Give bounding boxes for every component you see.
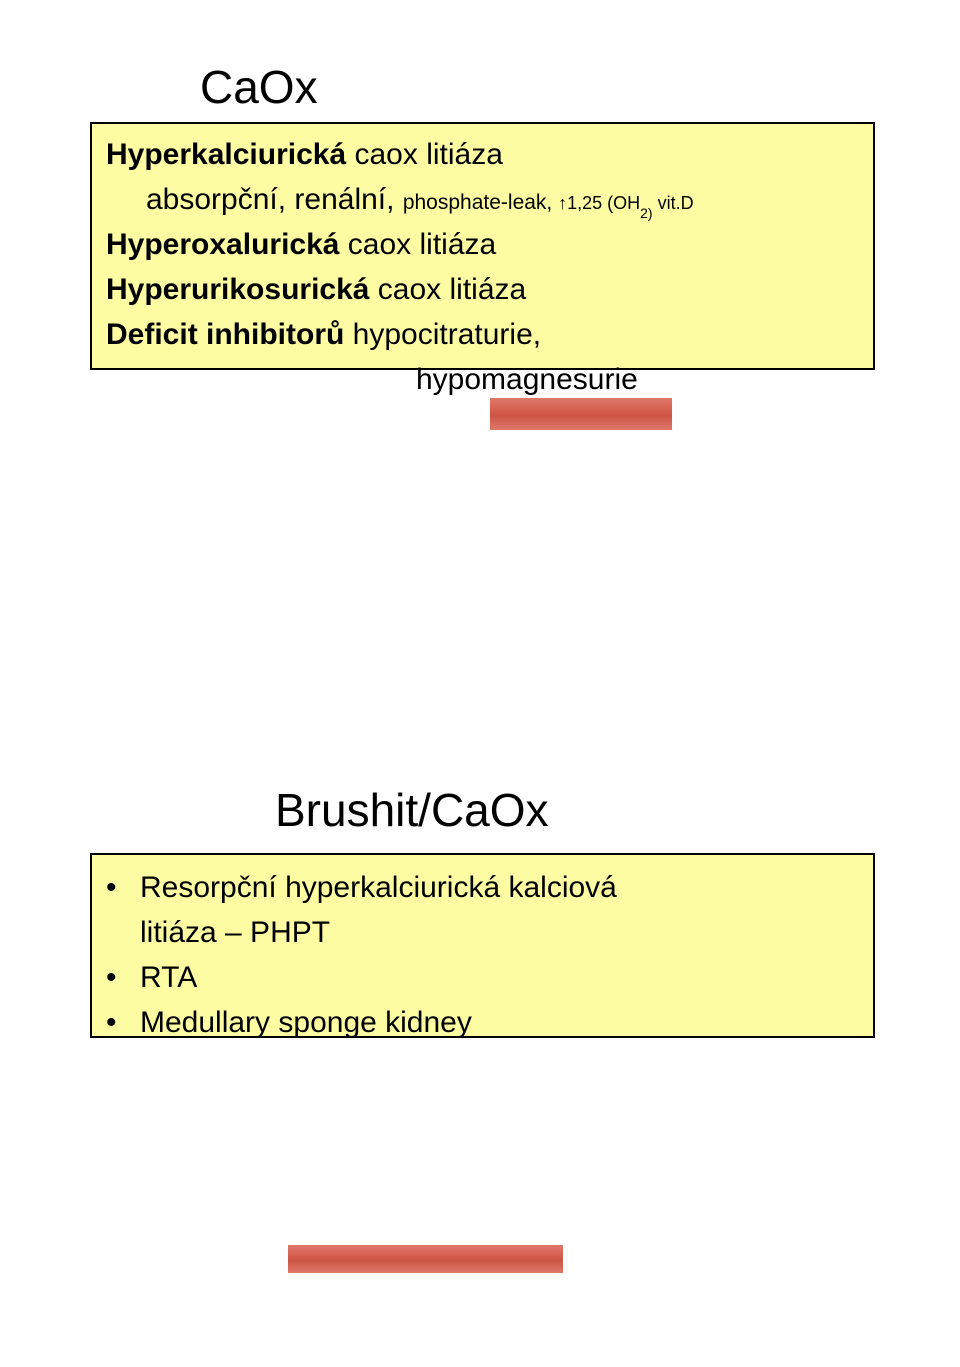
box1-line4: Hyperurikosurická caox litiáza: [106, 267, 859, 312]
bullet-3-text: Medullary sponge kidney: [140, 1000, 859, 1045]
slide-brushit-caox: Brushit/CaOx • Resorpční hyperkalciurick…: [0, 683, 960, 1367]
l2-c: ↑1,25 (OH: [558, 193, 640, 213]
box1-line1: Hyperkalciurická caox litiáza: [106, 132, 859, 177]
bullet-mark-icon: •: [106, 955, 140, 1000]
bullet-2: • RTA: [106, 955, 859, 1000]
l1-rest: caox litiáza: [346, 138, 503, 171]
l4-bold: Hyperurikosurická: [106, 273, 369, 306]
l2-a: absorpční, renální,: [146, 183, 403, 216]
l2-sub: 2): [640, 205, 652, 221]
slide1-title: CaOx: [200, 60, 318, 114]
l1-bold: Hyperkalciurická: [106, 138, 346, 171]
l3-bold: Hyperoxalurická: [106, 228, 339, 261]
box1-line6: hypomagnesurie: [106, 357, 859, 402]
box1-line5: Deficit inhibitorů hypocitraturie,: [106, 312, 859, 357]
bullet-mark-icon: •: [106, 1000, 140, 1045]
slide2-box: • Resorpční hyperkalciurická kalciová li…: [90, 853, 875, 1038]
slide1-redbar: [490, 398, 672, 430]
l2-b: phosphate-leak,: [403, 191, 558, 214]
l4-rest: caox litiáza: [369, 273, 526, 306]
l3-rest: caox litiáza: [339, 228, 496, 261]
bullet-1-cont: litiáza – PHPT: [106, 910, 859, 955]
bullet-mark-icon: •: [106, 865, 140, 910]
l5-bold: Deficit inhibitorů: [106, 318, 344, 351]
slide2-redbar: [288, 1245, 563, 1273]
slide1-box: Hyperkalciurická caox litiáza absorpční,…: [90, 122, 875, 370]
l2-d: vit.D: [653, 193, 694, 213]
bullet-3: • Medullary sponge kidney: [106, 1000, 859, 1045]
l5-rest: hypocitraturie,: [344, 318, 541, 351]
bullet-1-text: Resorpční hyperkalciurická kalciová: [140, 865, 859, 910]
slide-caox: CaOx Hyperkalciurická caox litiáza absor…: [0, 0, 960, 683]
slide2-title: Brushit/CaOx: [275, 783, 549, 837]
box1-line3: Hyperoxalurická caox litiáza: [106, 222, 859, 267]
bullet-1: • Resorpční hyperkalciurická kalciová: [106, 865, 859, 910]
bullet-2-text: RTA: [140, 955, 859, 1000]
box1-line2: absorpční, renální, phosphate-leak, ↑1,2…: [106, 177, 859, 222]
